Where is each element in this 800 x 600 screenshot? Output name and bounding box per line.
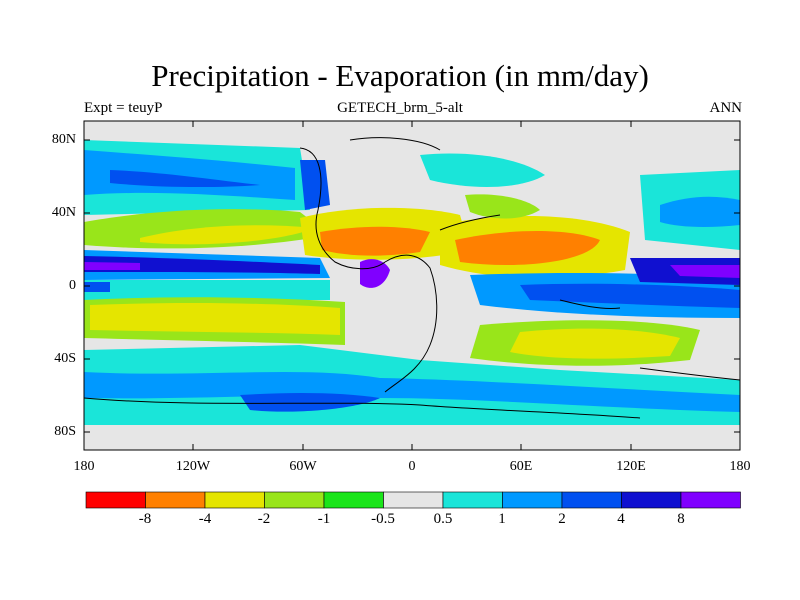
colorbar-label: 0.5: [433, 511, 453, 527]
colorbar-box: [561, 491, 622, 509]
colorbar-label: -1: [317, 511, 331, 527]
x-tick-label: 120W: [175, 459, 211, 474]
precip-evap-field: [84, 140, 740, 450]
colorbar-label: -2: [257, 511, 271, 527]
colorbar-label: 8: [677, 511, 685, 527]
colorbar-box: [264, 491, 325, 509]
y-tick-label: 40S: [54, 351, 76, 366]
colorbar-label: -4: [198, 511, 212, 527]
colorbar-box: [502, 491, 563, 509]
colorbar-box: [85, 491, 146, 509]
colorbar-box: [442, 491, 503, 509]
colorbar-label: 4: [617, 511, 625, 527]
colorbar-label: -0.5: [371, 511, 395, 527]
axis-ticks: [84, 121, 740, 450]
colorbar: [85, 491, 741, 509]
y-tick-label: 80S: [54, 424, 76, 439]
colorbar-box: [323, 491, 384, 509]
experiment-label: Expt = teuyP: [84, 100, 163, 116]
colorbar-box: [621, 491, 682, 509]
x-tick-label: 60W: [289, 459, 317, 474]
x-tick-label: 120E: [616, 459, 646, 474]
map-title: Precipitation - Evaporation (in mm/day): [151, 58, 649, 93]
x-tick-label: 60E: [509, 459, 533, 474]
colorbar-box: [145, 491, 206, 509]
season-label: ANN: [709, 100, 743, 116]
colorbar-box: [204, 491, 265, 509]
y-tick-label: 0: [69, 278, 76, 293]
colorbar-label: 2: [558, 511, 566, 527]
x-tick-label: 180: [729, 459, 751, 474]
colorbar-label: 1: [498, 511, 506, 527]
x-tick-label: 0: [408, 459, 416, 474]
colorbar-box: [680, 491, 741, 509]
colorbar-box: [383, 491, 444, 509]
coastlines: [84, 137, 740, 419]
dataset-label: GETECH_brm_5-alt: [337, 100, 463, 116]
colorbar-label: -8: [138, 511, 152, 527]
y-tick-label: 80N: [51, 132, 76, 147]
x-tick-label: 180: [73, 459, 95, 474]
y-tick-label: 40N: [51, 205, 76, 220]
